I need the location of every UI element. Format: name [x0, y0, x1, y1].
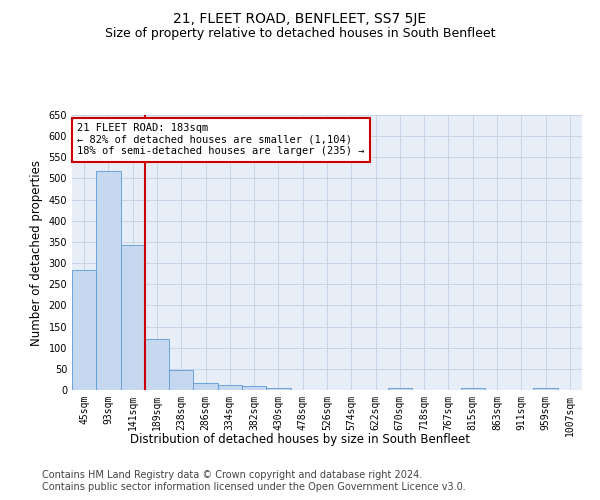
- Text: Size of property relative to detached houses in South Benfleet: Size of property relative to detached ho…: [105, 28, 495, 40]
- Bar: [72, 270, 96, 390]
- Bar: [461, 388, 485, 390]
- Y-axis label: Number of detached properties: Number of detached properties: [30, 160, 43, 346]
- Bar: [533, 388, 558, 390]
- Bar: [388, 388, 412, 390]
- Bar: [169, 370, 193, 390]
- Text: 21 FLEET ROAD: 183sqm
← 82% of detached houses are smaller (1,104)
18% of semi-d: 21 FLEET ROAD: 183sqm ← 82% of detached …: [77, 123, 365, 156]
- Bar: [145, 339, 169, 390]
- Bar: [218, 385, 242, 390]
- Text: Contains HM Land Registry data © Crown copyright and database right 2024.: Contains HM Land Registry data © Crown c…: [42, 470, 422, 480]
- Bar: [193, 383, 218, 390]
- Bar: [96, 171, 121, 390]
- Text: Contains public sector information licensed under the Open Government Licence v3: Contains public sector information licen…: [42, 482, 466, 492]
- Text: Distribution of detached houses by size in South Benfleet: Distribution of detached houses by size …: [130, 432, 470, 446]
- Bar: [121, 246, 145, 390]
- Text: 21, FLEET ROAD, BENFLEET, SS7 5JE: 21, FLEET ROAD, BENFLEET, SS7 5JE: [173, 12, 427, 26]
- Bar: [242, 386, 266, 390]
- Bar: [266, 388, 290, 390]
